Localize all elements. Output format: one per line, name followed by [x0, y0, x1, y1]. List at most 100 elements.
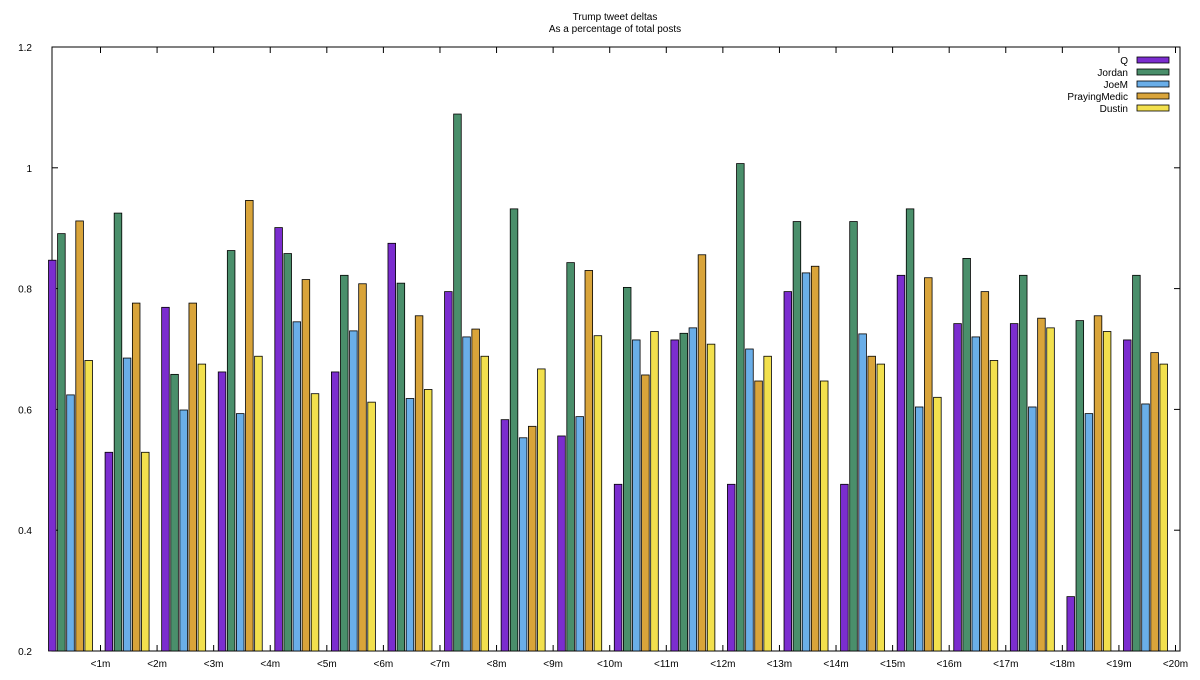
- x-tick-label: <13m: [767, 659, 792, 670]
- bar-joem: [745, 348, 754, 652]
- x-tick-label: <1m: [91, 659, 111, 670]
- bar-dustin: [650, 331, 659, 652]
- bar-dustin: [1102, 331, 1112, 652]
- x-axis: <1m <2m <3m <4m <5m <6m <7m <8m <9m <10m <11m <12m <…: [91, 47, 1188, 670]
- bar-jordan: [962, 257, 971, 652]
- bar-jordan: [849, 221, 858, 652]
- bar-prayingmedic: [75, 220, 84, 652]
- legend-swatch: [1136, 80, 1170, 88]
- bar-prayingmedic: [1037, 317, 1046, 652]
- y-tick-label: 0.6: [18, 405, 32, 416]
- y-tick-label: 0.2: [18, 647, 32, 658]
- legend-label: Jordan: [1097, 68, 1128, 79]
- chart-title: Trump tweet deltas: [573, 12, 658, 23]
- bar-jordan: [57, 233, 66, 652]
- x-tick-label: <17m: [993, 659, 1018, 670]
- bar-dustin: [197, 363, 207, 652]
- x-tick-label: <8m: [487, 659, 507, 670]
- bar-q: [840, 483, 849, 652]
- bar-prayingmedic: [641, 374, 650, 652]
- bar-joem: [122, 357, 132, 652]
- x-tick-label: <3m: [204, 659, 224, 670]
- bar-prayingmedic: [1093, 315, 1103, 652]
- bar-joem: [349, 330, 358, 652]
- bar-dustin: [1159, 363, 1168, 652]
- bar-prayingmedic: [697, 254, 707, 652]
- bar-jordan: [340, 274, 349, 652]
- bar-jordan: [1075, 320, 1085, 652]
- bar-prayingmedic: [584, 270, 594, 652]
- bar-dustin: [876, 363, 886, 652]
- bar-jordan: [113, 212, 123, 652]
- bar-prayingmedic: [471, 328, 480, 652]
- legend-label: JoeM: [1104, 80, 1128, 91]
- chart-subtitle: As a percentage of total posts: [549, 24, 681, 35]
- bar-q: [444, 291, 453, 652]
- bar-prayingmedic: [867, 355, 876, 652]
- bar-q: [217, 371, 227, 652]
- bar-q: [104, 451, 114, 652]
- bar-joem: [179, 409, 188, 652]
- bar-q: [161, 306, 170, 652]
- legend-swatch: [1136, 104, 1170, 112]
- bar-prayingmedic: [188, 302, 197, 652]
- bar-q: [783, 291, 793, 652]
- bar-dustin: [254, 355, 263, 652]
- bar-prayingmedic: [924, 277, 933, 652]
- y-axis: 0.2 0.4 0.6 0.8 1 1.2: [18, 43, 1180, 658]
- legend-label: PrayingMedic: [1067, 92, 1128, 103]
- bar-joem: [1084, 413, 1094, 652]
- bar-joem: [1141, 403, 1150, 652]
- bar-q: [1066, 596, 1075, 652]
- bar-dustin: [537, 368, 546, 652]
- bar-jordan: [905, 208, 915, 652]
- x-tick-label: <11m: [654, 659, 679, 670]
- bar-jordan: [396, 282, 406, 652]
- bar-dustin: [820, 380, 829, 652]
- bar-prayingmedic: [980, 291, 990, 652]
- legend-label: Q: [1120, 56, 1128, 67]
- bar-q: [670, 339, 679, 652]
- legend-swatch: [1136, 56, 1170, 64]
- bar-q: [274, 227, 283, 652]
- bar-prayingmedic: [414, 315, 424, 652]
- bar-jordan: [566, 262, 575, 652]
- y-tick-label: 0.8: [18, 285, 32, 296]
- bar-dustin: [367, 401, 376, 652]
- bar-jordan: [1019, 274, 1028, 652]
- bar-jordan: [622, 286, 632, 652]
- bar-prayingmedic: [358, 283, 367, 652]
- bar-joem: [292, 321, 302, 652]
- bar-q: [48, 259, 57, 652]
- bar-joem: [858, 333, 867, 652]
- bar-prayingmedic: [131, 302, 141, 652]
- y-tick-label: 1.2: [18, 43, 32, 54]
- bar-joem: [518, 437, 528, 652]
- bar-jordan: [170, 373, 179, 652]
- bar-prayingmedic: [754, 380, 763, 652]
- bar-dustin: [593, 335, 603, 652]
- bar-joem: [1028, 406, 1037, 652]
- bar-q: [727, 483, 736, 652]
- bar-dustin: [423, 389, 433, 652]
- y-tick-label: 0.4: [18, 526, 32, 537]
- bar-dustin: [141, 451, 150, 652]
- x-tick-label: <9m: [543, 659, 563, 670]
- bar-jordan: [453, 113, 462, 652]
- bar-prayingmedic: [1150, 352, 1159, 652]
- bar-prayingmedic: [528, 425, 537, 652]
- legend-swatch: [1136, 92, 1170, 100]
- bar-prayingmedic: [301, 279, 311, 652]
- bar-q: [387, 242, 396, 652]
- bar-joem: [632, 339, 641, 652]
- bar-q: [330, 371, 340, 652]
- bar-dustin: [1046, 327, 1055, 652]
- legend-label: Dustin: [1100, 104, 1128, 115]
- bar-q: [613, 483, 623, 652]
- bar-joem: [801, 272, 811, 652]
- bar-dustin: [706, 343, 716, 652]
- bar-joem: [688, 327, 698, 652]
- x-tick-label: <5m: [317, 659, 337, 670]
- bar-jordan: [679, 332, 688, 652]
